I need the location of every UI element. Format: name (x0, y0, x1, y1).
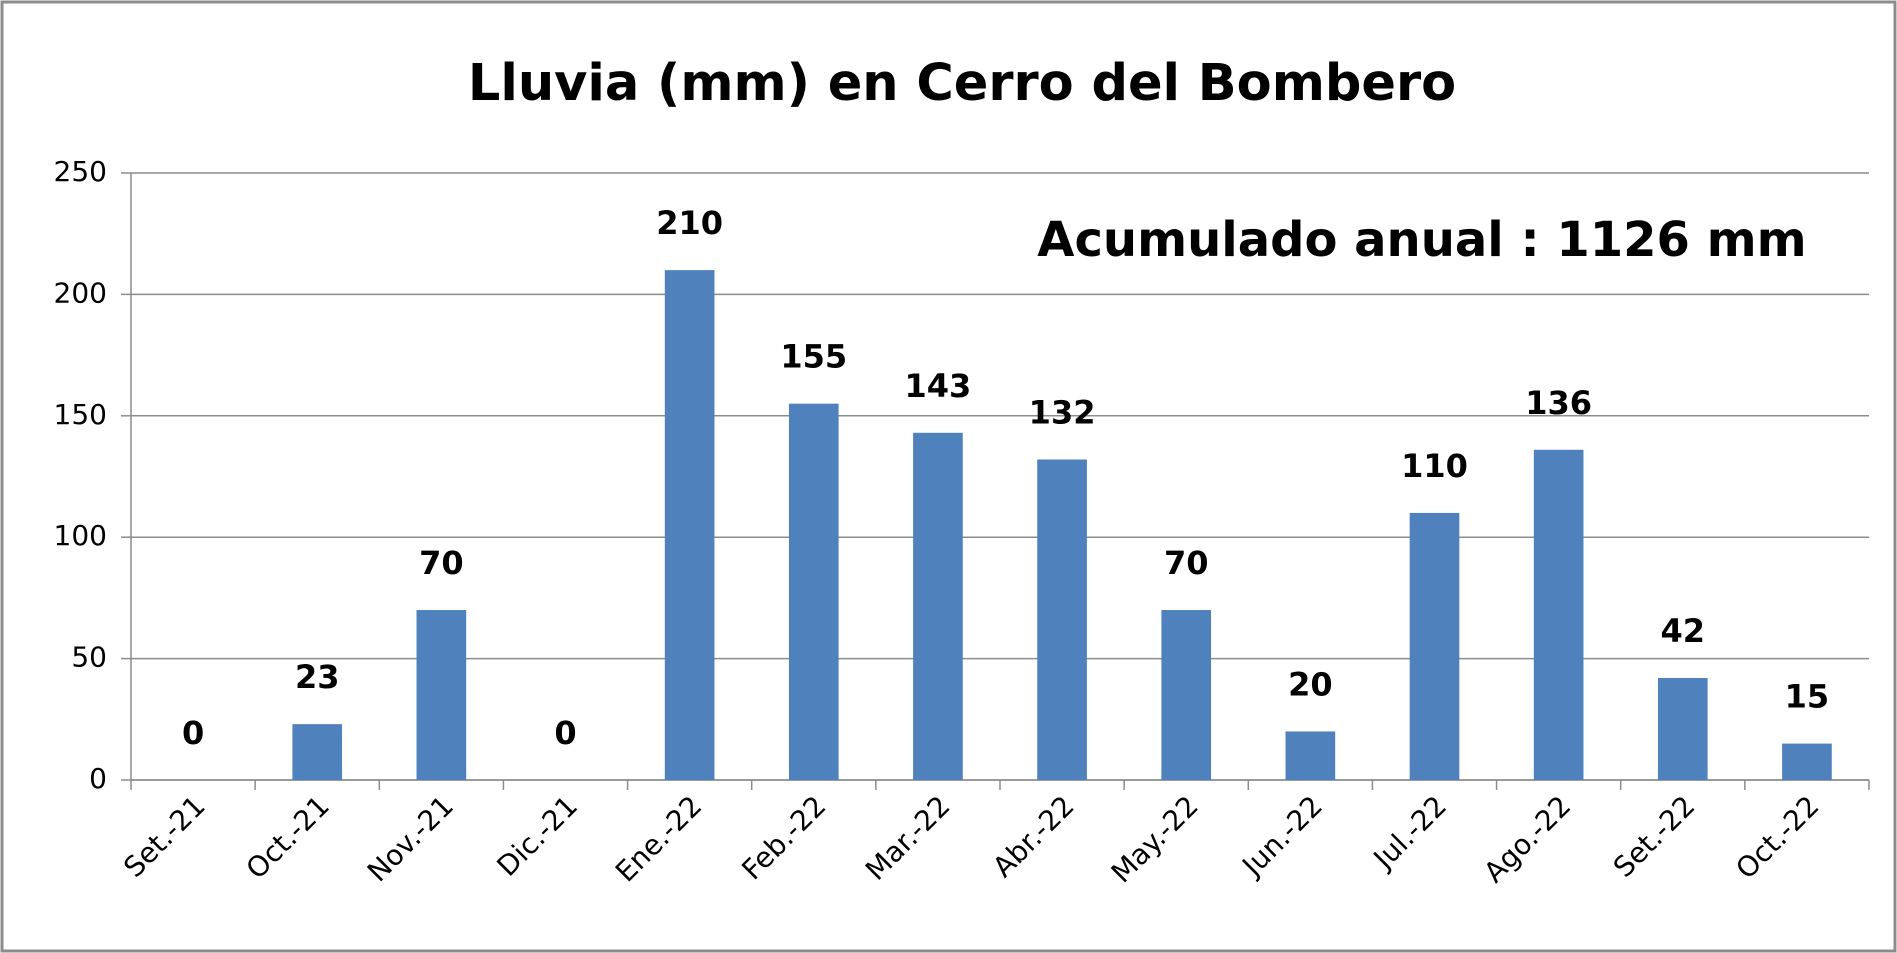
data-label: 42 (1661, 612, 1706, 650)
bar (664, 270, 715, 780)
data-label: 210 (656, 204, 723, 242)
bar (1285, 731, 1336, 780)
bar (416, 610, 467, 780)
y-tick-label: 0 (89, 762, 107, 795)
data-label: 20 (1288, 665, 1333, 703)
data-label: 15 (1785, 678, 1830, 716)
bar (292, 724, 343, 780)
y-tick-label: 100 (54, 519, 107, 552)
bar (1782, 743, 1832, 780)
data-label: 132 (1029, 394, 1096, 432)
bar (1161, 610, 1212, 780)
y-tick-label: 150 (54, 398, 107, 431)
data-label: 143 (905, 367, 972, 405)
annotation: Acumulado anual : 1126 mm (1037, 212, 1806, 268)
data-label: 0 (554, 714, 576, 752)
bar (1657, 678, 1708, 780)
bar (1533, 449, 1584, 780)
data-label: 155 (780, 338, 847, 376)
data-label: 70 (1164, 544, 1209, 582)
data-label: 136 (1525, 384, 1592, 422)
y-tick-label: 50 (71, 641, 107, 674)
bar (1409, 512, 1460, 780)
data-label: 110 (1401, 447, 1468, 485)
bar (788, 403, 839, 780)
y-tick-label: 250 (54, 155, 107, 188)
data-label: 0 (182, 714, 204, 752)
bar (913, 432, 963, 780)
chart-title: Lluvia (mm) en Cerro del Bombero (468, 54, 1456, 113)
bar (1037, 459, 1087, 780)
data-label: 23 (295, 658, 340, 696)
y-tick-label: 200 (54, 276, 107, 309)
data-label: 70 (419, 544, 464, 582)
